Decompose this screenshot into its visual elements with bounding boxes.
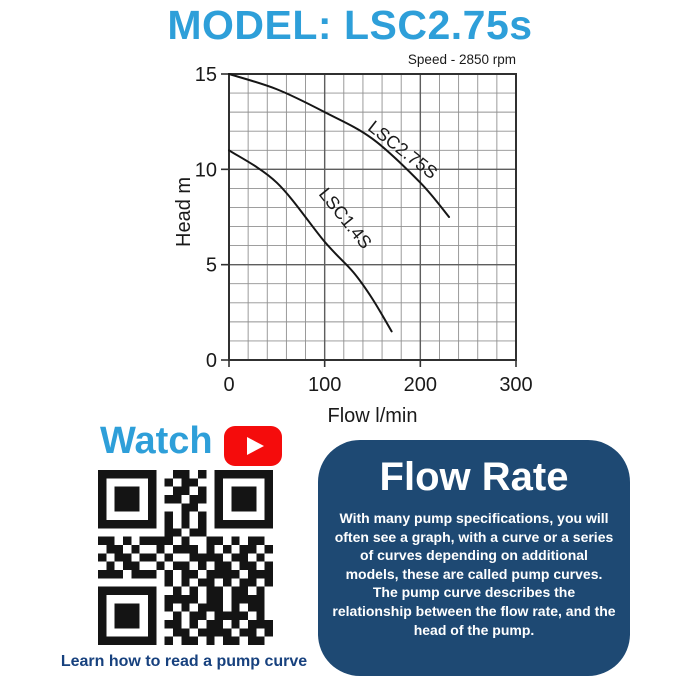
plot-frame <box>228 73 517 361</box>
y-tick-label: 10 <box>195 159 217 181</box>
y-axis-label: Head m <box>173 177 195 247</box>
y-tick-label: 15 <box>195 64 217 86</box>
watch-label: Watch <box>100 420 213 462</box>
qr-code[interactable] <box>98 470 273 645</box>
card-body: With many pump specifications, you will … <box>332 510 616 638</box>
y-tick-label: 0 <box>206 350 217 372</box>
curve-LSC1.4S <box>228 149 393 333</box>
play-triangle-icon <box>247 437 264 455</box>
speed-annotation: Speed - 2850 rpm <box>408 52 516 67</box>
qr-code-svg <box>98 470 273 645</box>
x-tick-label: 0 <box>223 374 234 396</box>
x-axis-label: Flow l/min <box>327 405 417 427</box>
youtube-play-icon[interactable] <box>224 426 282 466</box>
y-tick-label: 5 <box>206 255 217 277</box>
page-title: MODEL: LSC2.75s <box>167 2 533 48</box>
x-tick-label: 200 <box>404 374 437 396</box>
x-tick-label: 300 <box>499 374 532 396</box>
flow-rate-card: Flow Rate With many pump specifications,… <box>318 440 630 676</box>
pump-curve-chart: 0 100 200 300 0 5 10 15 LSC2.75S LSC1.4S Flow l/mi… <box>170 48 550 428</box>
card-title: Flow Rate <box>379 455 569 499</box>
qr-caption: Learn how to read a pump curve <box>60 653 308 670</box>
curve-LSC2.75S <box>228 73 451 218</box>
x-tick-label: 100 <box>308 374 341 396</box>
